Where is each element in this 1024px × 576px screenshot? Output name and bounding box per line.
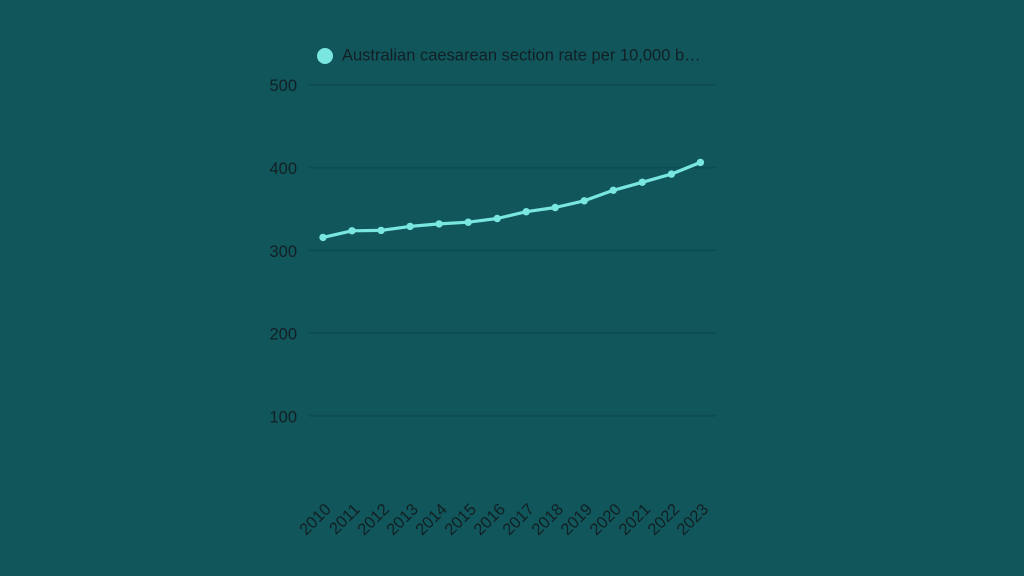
svg-text:500: 500 [269,77,297,95]
svg-text:Australian caesarean section r: Australian caesarean section rate per 10… [342,47,701,65]
svg-text:100: 100 [269,408,297,426]
svg-text:400: 400 [269,160,297,178]
svg-text:300: 300 [269,243,297,261]
svg-text:200: 200 [269,326,297,344]
